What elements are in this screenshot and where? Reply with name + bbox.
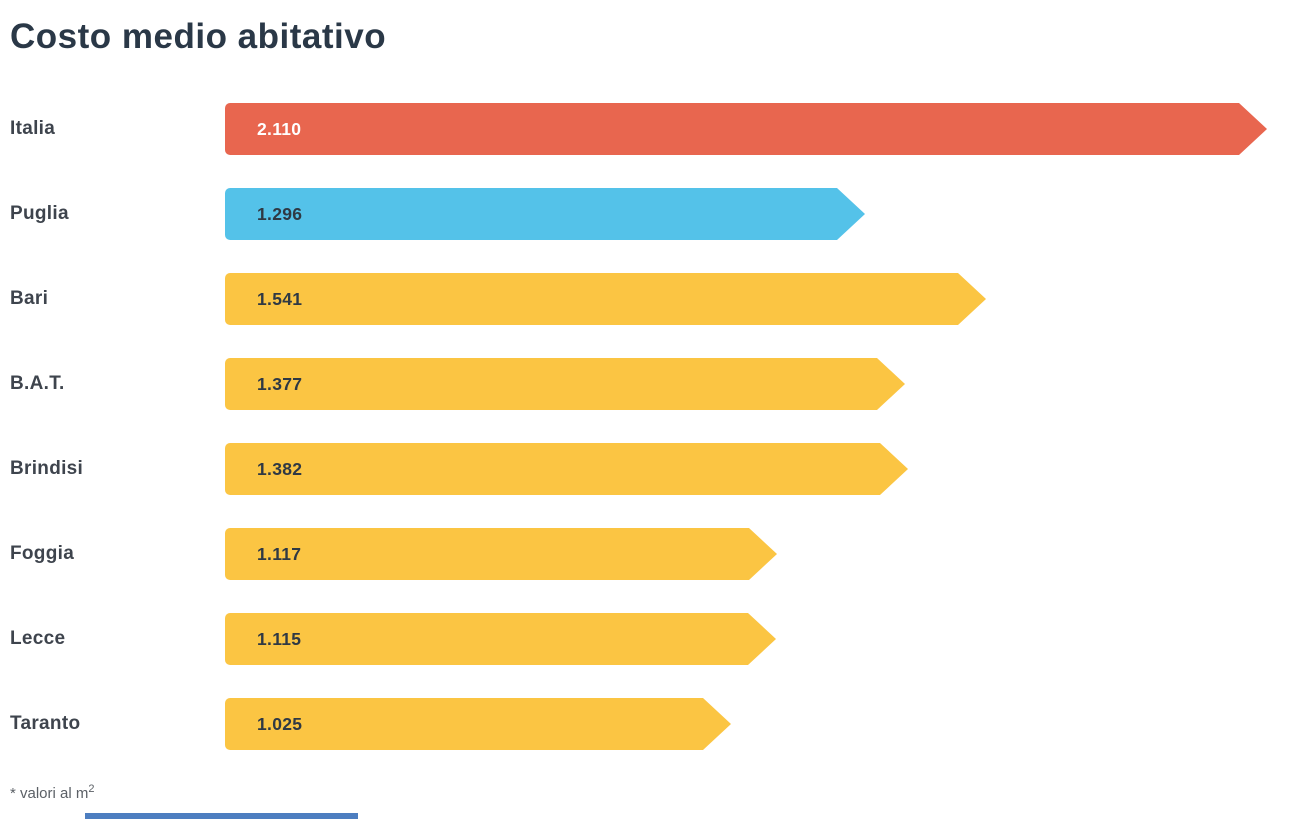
bar: 1.541 (225, 273, 986, 325)
bar-body: 1.025 (225, 698, 703, 750)
bar-body: 1.296 (225, 188, 837, 240)
bar-arrow-tip (880, 443, 908, 495)
bar: 1.025 (225, 698, 731, 750)
bar-arrow-tip (703, 698, 731, 750)
bar-body: 1.117 (225, 528, 749, 580)
bar-body: 1.115 (225, 613, 748, 665)
bar-value-label: 1.377 (257, 373, 303, 394)
bar-value-label: 1.296 (257, 203, 303, 224)
bar-arrow-tip (748, 613, 776, 665)
bar-arrow-tip (837, 188, 865, 240)
bar-value-label: 1.115 (257, 628, 302, 649)
chart-row: Lecce 1.115 (0, 613, 1311, 665)
chart-row: Puglia 1.296 (0, 188, 1311, 240)
category-label: Bari (10, 288, 49, 309)
chart-row: Foggia 1.117 (0, 528, 1311, 580)
bar-body: 2.110 (225, 103, 1239, 155)
bar-value-label: 2.110 (257, 118, 302, 139)
footnote-text: * valori al m (10, 785, 89, 802)
bar-arrow-tip (749, 528, 777, 580)
bar: 1.117 (225, 528, 777, 580)
bar-body: 1.377 (225, 358, 877, 410)
chart-row: Bari 1.541 (0, 273, 1311, 325)
chart-row: Taranto 1.025 (0, 698, 1311, 750)
bar: 1.382 (225, 443, 908, 495)
bar-chart: Italia 2.110 Puglia 1.296 Bari 1.541 B.A… (0, 103, 1311, 750)
bar-value-label: 1.117 (257, 543, 302, 564)
bar: 1.296 (225, 188, 865, 240)
bar-arrow-tip (958, 273, 986, 325)
category-label: Lecce (10, 628, 66, 649)
bar-value-label: 1.541 (257, 288, 303, 309)
category-label: Puglia (10, 203, 69, 224)
category-label: B.A.T. (10, 373, 65, 394)
chart-row: B.A.T. 1.377 (0, 358, 1311, 410)
bar-value-label: 1.382 (257, 458, 303, 479)
chart-row: Italia 2.110 (0, 103, 1311, 155)
footnote: * valori al m2 (10, 783, 1311, 802)
bar-body: 1.382 (225, 443, 880, 495)
category-label: Italia (10, 118, 56, 139)
bar-value-label: 1.025 (257, 713, 303, 734)
bar-body: 1.541 (225, 273, 958, 325)
bar: 2.110 (225, 103, 1267, 155)
footnote-superscript: 2 (88, 783, 95, 795)
bar: 1.115 (225, 613, 776, 665)
chart-row: Brindisi 1.382 (0, 443, 1311, 495)
category-label: Foggia (10, 543, 75, 564)
bottom-section-edge (85, 813, 358, 819)
category-label: Taranto (10, 713, 81, 734)
bar-arrow-tip (877, 358, 905, 410)
bar: 1.377 (225, 358, 905, 410)
bar-arrow-tip (1239, 103, 1267, 155)
category-label: Brindisi (10, 458, 84, 479)
page-title: Costo medio abitativo (10, 17, 387, 56)
